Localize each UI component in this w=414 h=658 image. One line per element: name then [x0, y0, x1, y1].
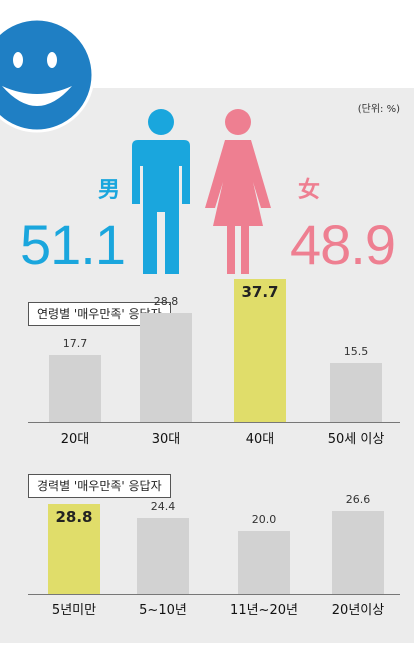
career-category-label-1: 5~10년	[139, 603, 187, 618]
career-value-label-3: 26.6	[345, 492, 371, 506]
male-percentage: 51.1	[20, 213, 126, 276]
age-bar-3	[330, 363, 382, 422]
career-category-label-2: 11년~20년	[230, 603, 298, 618]
career-chart-title: 경력별 '매우만족' 응답자	[28, 474, 171, 498]
unit-label: (단위: %)	[357, 104, 400, 115]
age-value-label-3: 15.5	[343, 345, 369, 359]
age-category-label-2: 40대	[245, 432, 275, 447]
career-value-label-0: 28.8	[55, 507, 93, 526]
career-bar-2	[238, 531, 290, 594]
career-bar-3	[332, 510, 384, 594]
age-value-label-2: 37.7	[241, 283, 279, 302]
male-figure-icon	[132, 109, 190, 274]
female-character: 女	[298, 178, 321, 203]
career-bar-1	[137, 517, 189, 594]
age-bar-2	[234, 279, 286, 422]
career-category-label-3: 20년이상	[331, 603, 385, 618]
age-chart-baseline	[28, 422, 400, 423]
age-value-label-1: 28.8	[153, 295, 179, 309]
age-bar-0	[49, 355, 101, 422]
age-value-label-0: 17.7	[62, 337, 88, 351]
career-value-label-2: 20.0	[251, 513, 277, 527]
page-footer-space	[0, 643, 414, 658]
career-bar-0	[48, 503, 100, 594]
female-figure-icon	[205, 109, 271, 274]
career-value-label-1: 24.4	[150, 499, 176, 513]
age-bar-1	[140, 313, 192, 422]
career-category-label-0: 5년미만	[51, 603, 97, 618]
career-chart-baseline	[28, 594, 400, 595]
female-percentage: 48.9	[290, 213, 396, 276]
age-category-label-1: 30대	[151, 432, 181, 447]
smiley-icon	[0, 17, 95, 133]
male-character: 男	[98, 178, 121, 203]
age-category-label-0: 20대	[60, 432, 90, 447]
age-category-label-3: 50세 이상	[327, 432, 385, 447]
